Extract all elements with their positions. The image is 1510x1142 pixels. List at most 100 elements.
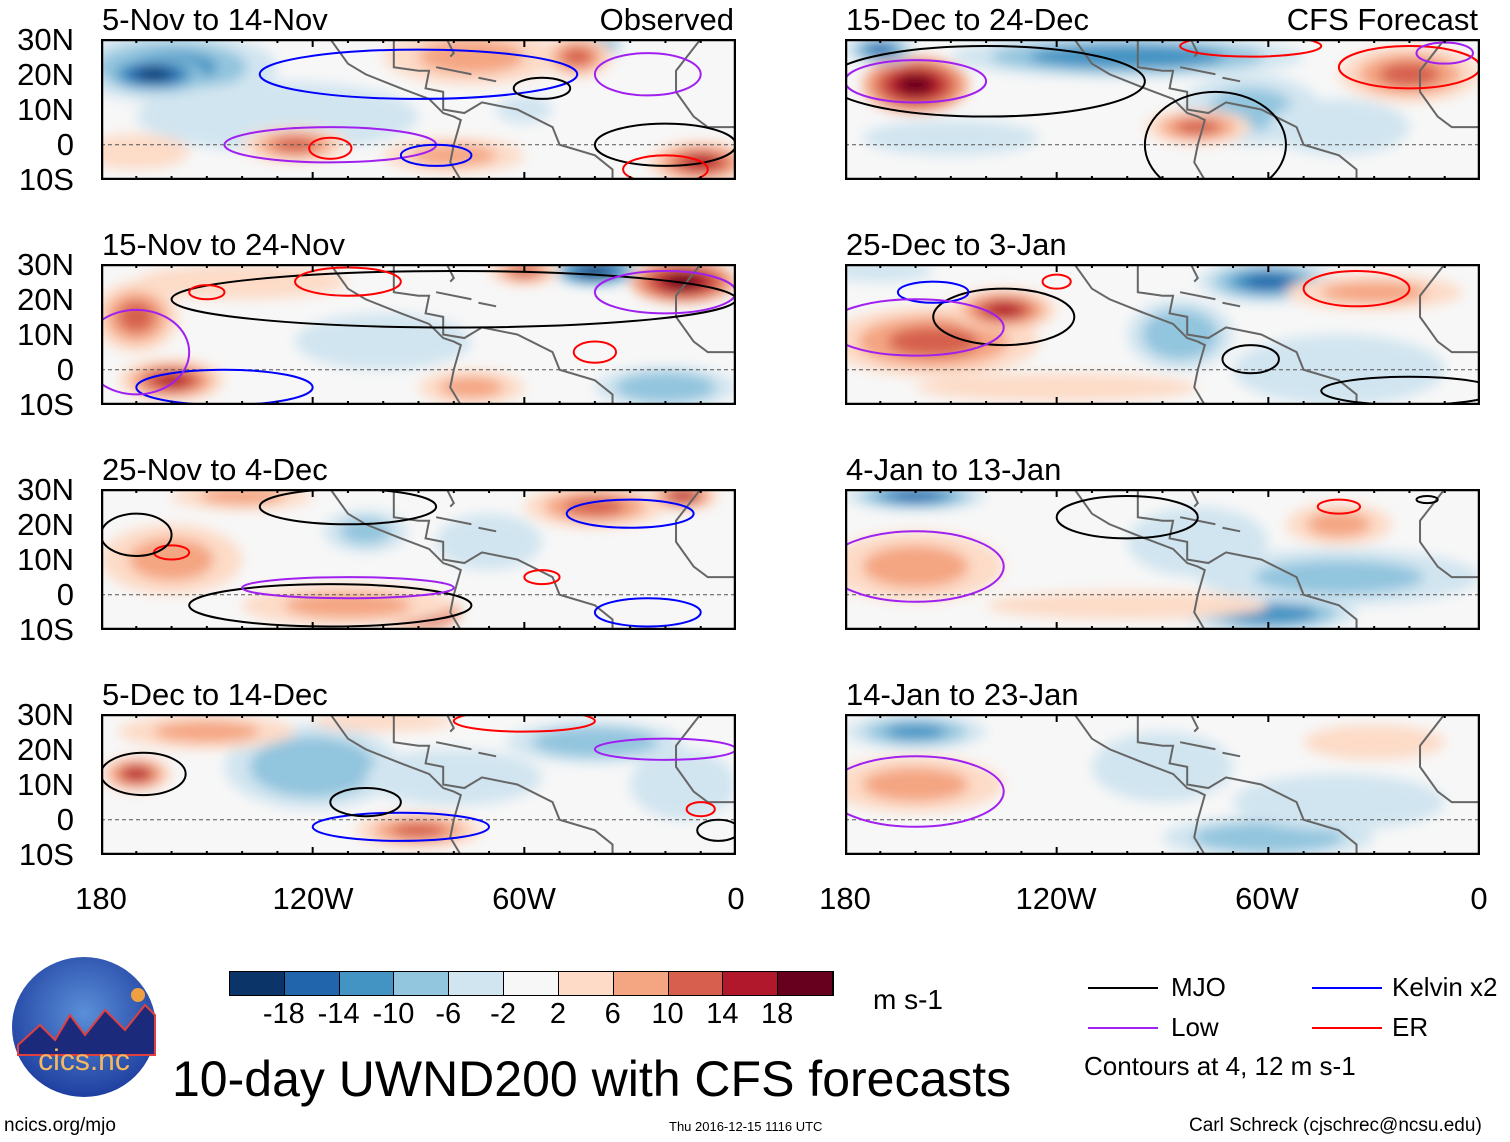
coastline (1136, 489, 1358, 630)
coastline (435, 291, 472, 301)
coastline (445, 39, 455, 58)
coastline (1189, 714, 1199, 733)
coastline (1039, 39, 1207, 180)
contour-mjo (845, 45, 1146, 118)
map-panel (101, 489, 736, 630)
contour-er (1337, 45, 1480, 90)
colorbar-swatch (339, 972, 395, 995)
contour-low (845, 59, 988, 104)
colorbar-label: -6 (435, 998, 462, 1030)
coastline (445, 714, 455, 733)
colorbar-swatch (504, 972, 559, 995)
contour-mjo (1143, 90, 1287, 180)
anomaly-shading (137, 68, 171, 81)
coastline (435, 516, 472, 526)
cics-logo: cics.nc (12, 957, 156, 1097)
panel-title: 4-Jan to 13-Jan (846, 452, 1062, 487)
lat-label: 0 (56, 802, 74, 837)
anomaly-shading (1275, 785, 1403, 820)
author: Carl Schreck (cjschrec@ncsu.edu) (1189, 1115, 1482, 1136)
contour-low (593, 52, 702, 97)
footer-url[interactable]: ncics.org/mjo (4, 1115, 116, 1136)
lat-label: 20N (17, 507, 74, 542)
contour-er (1316, 498, 1362, 515)
contour-low (101, 308, 191, 396)
legend-line-low (1088, 1027, 1158, 1029)
anomaly-shading (1254, 560, 1424, 595)
contour-mjo (258, 489, 438, 526)
lat-label: 10N (17, 542, 74, 577)
anomaly-shading (862, 545, 969, 588)
anomaly-shading (1175, 119, 1221, 135)
anomaly-shading (124, 768, 149, 780)
anomaly-shading (915, 373, 1198, 402)
coastline (478, 751, 497, 758)
anomaly-shading (436, 513, 542, 571)
anomaly-shading (101, 134, 190, 170)
anomaly-shading (153, 721, 260, 743)
colorbar-swatch (613, 972, 669, 995)
coastline (1189, 489, 1199, 508)
contour-mjo (1055, 495, 1199, 540)
anomaly-shading (1091, 731, 1234, 803)
figure-title: 10-day UWND200 with CFS forecasts (172, 1051, 1012, 1107)
lat-label: 30N (17, 697, 74, 732)
anomaly-shading (391, 822, 446, 838)
anomaly-shading (507, 101, 542, 118)
lon-label: 60W (492, 881, 556, 916)
contour-kelvin (399, 143, 473, 167)
anomaly-shading (862, 767, 969, 802)
lat-label: 30N (17, 247, 74, 282)
colorbar-swatch (449, 972, 505, 995)
anomaly-shading (671, 491, 695, 501)
contour-low (845, 298, 1005, 357)
colorbar-label: 2 (549, 998, 566, 1030)
lat-label: 10S (18, 387, 74, 422)
coastline (1136, 714, 1358, 855)
colorbar-swatch (778, 972, 833, 995)
timestamp: Thu 2016-12-15 1116 UTC (669, 1119, 823, 1134)
anomaly-shading (400, 760, 507, 795)
contour-kelvin (896, 280, 970, 304)
lat-label: 10N (17, 767, 74, 802)
coastline (445, 489, 455, 508)
coastline (295, 714, 463, 855)
anomaly-shading (1307, 511, 1371, 537)
lat-label: 10S (18, 837, 74, 872)
lat-label: 20N (17, 57, 74, 92)
anomaly-shading (272, 137, 318, 153)
contour-mjo (170, 270, 736, 329)
lon-label: 120W (272, 881, 354, 916)
colorbar-label: -14 (317, 998, 360, 1030)
coastline (1222, 301, 1241, 308)
contour-mjo (101, 512, 173, 557)
colorbar-label: -10 (372, 998, 415, 1030)
lat-label: 30N (17, 22, 74, 57)
contour-mjo (329, 787, 402, 818)
coastline (478, 76, 497, 83)
anomaly-shading (274, 748, 351, 786)
coastline (1039, 489, 1207, 630)
contour-note: Contours at 4, 12 m s-1 (1084, 1051, 1356, 1081)
colorbar-swatch (558, 972, 614, 995)
coastline (1039, 714, 1207, 855)
coastline (1179, 741, 1216, 751)
map-panel (101, 39, 736, 180)
coastline (675, 39, 736, 129)
coastline (392, 39, 614, 180)
panel-title: 15-Dec to 24-Dec (846, 2, 1089, 37)
anomaly-shading (557, 733, 633, 752)
coastline (478, 526, 497, 533)
coastline (435, 66, 472, 76)
colorbar-label: -18 (262, 998, 305, 1030)
anomaly-shading (885, 724, 946, 740)
coastline (675, 264, 736, 354)
coastline (392, 264, 614, 405)
contour-er (572, 340, 618, 364)
panel-title: 5-Nov to 14-Nov (102, 2, 328, 37)
anomaly-shading (284, 592, 412, 619)
lon-label: 180 (75, 881, 127, 916)
map-panel (101, 264, 736, 405)
anomaly-shading (986, 302, 1022, 317)
anomaly-shading (1155, 520, 1241, 564)
